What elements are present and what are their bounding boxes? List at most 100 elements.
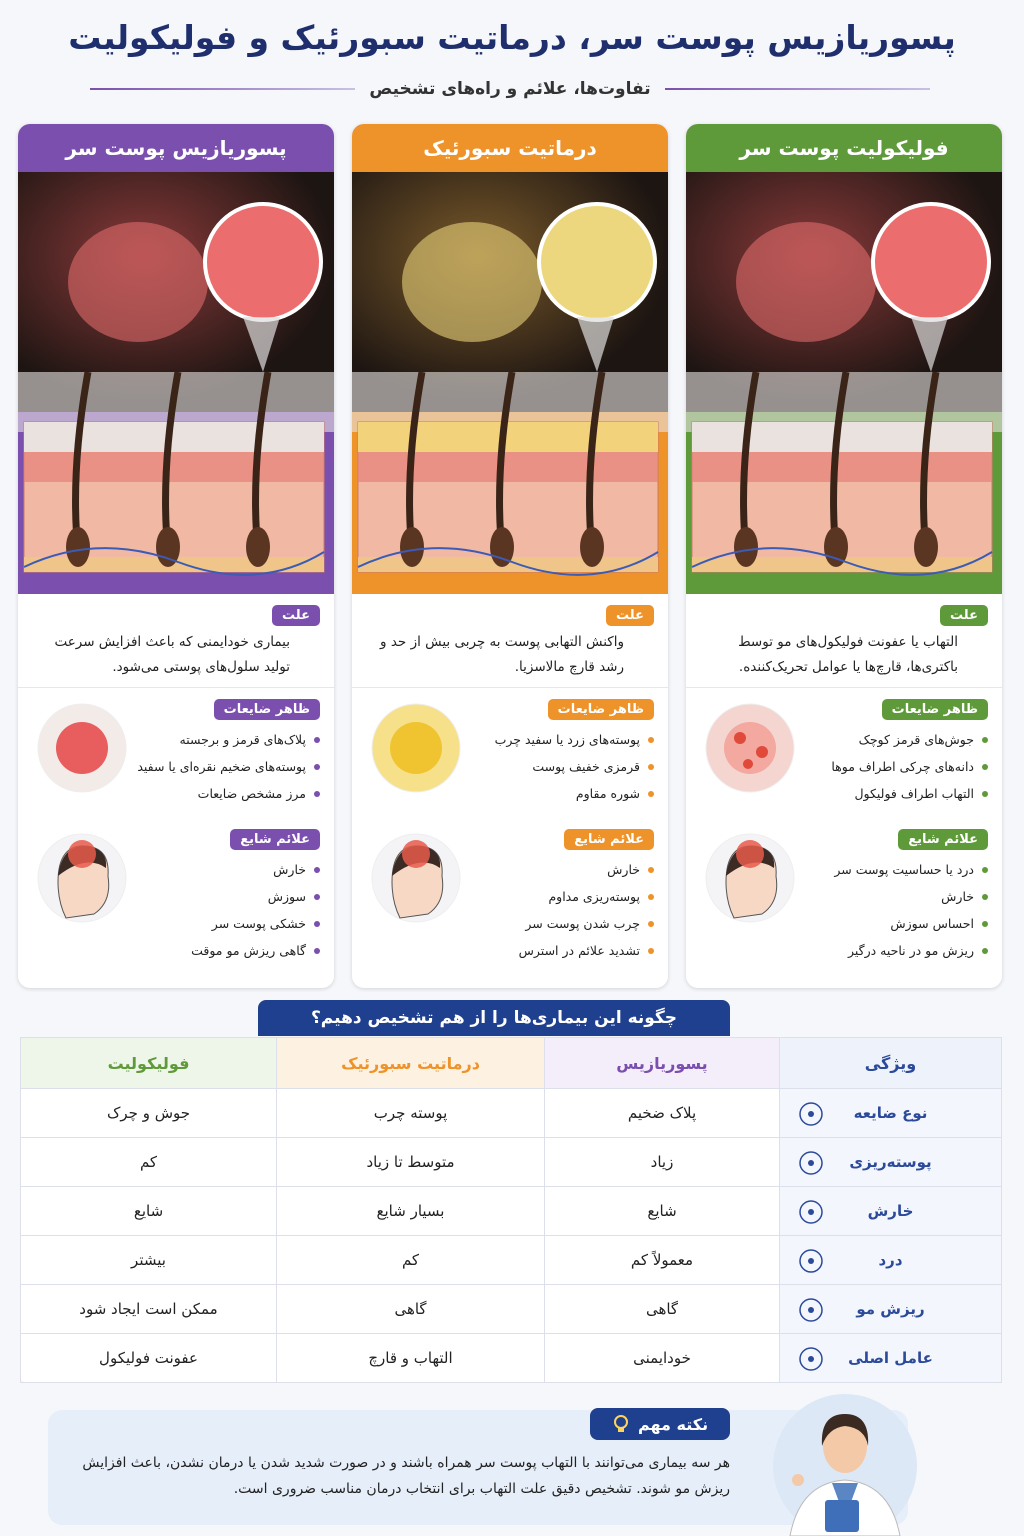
- cell-text: التهاب و قارچ: [368, 1349, 453, 1367]
- cause-text: التهاب یا عفونت فولیکول‌های مو توسط باکت…: [738, 634, 958, 675]
- symptoms-item: خارش: [464, 856, 654, 883]
- cell-text: معمولاً کم: [630, 1251, 694, 1269]
- note-box: [48, 1410, 908, 1525]
- lesions-list: پلاک‌های قرمز و برجسته پوسته‌های ضخیم نقر…: [130, 726, 320, 807]
- table-row: عامل اصلی خودایمنی التهاب و قارچ عفونت فولی…: [20, 1333, 1002, 1383]
- bulb-icon: [613, 1415, 628, 1432]
- subtitle: تفاوت‌ها، علائم و راه‌های تشخیص: [369, 79, 651, 99]
- scalp-illustration: [18, 172, 334, 594]
- table-row: نوع ضایعه پلاک ضخیم پوسته چرب جوش و چرک: [20, 1088, 1002, 1138]
- symptoms-list: درد یا حساسیت پوست سر خارش احساس سوزش ریزش …: [798, 856, 988, 964]
- cell-text: زیاد: [650, 1153, 674, 1171]
- card-header: فولیکولیت پوست سر: [686, 124, 1002, 172]
- cell-text: متوسط تا زیاد: [366, 1153, 455, 1171]
- table-cell: معمولاً کم: [544, 1235, 780, 1285]
- lesions-badge: ظاهر ضایعات: [213, 699, 320, 720]
- lesions-thumb: [371, 703, 461, 793]
- lesions-item: قرمزی خفیف پوست: [464, 753, 654, 780]
- feature-cell: ریزش مو: [779, 1284, 1002, 1334]
- cell-text: گاهی: [394, 1300, 427, 1318]
- note-text: هر سه بیماری می‌توانند با التهاب پوست سر…: [82, 1455, 730, 1497]
- lesions-item: التهاب اطراف فولیکول: [798, 780, 988, 807]
- cause-section: علت بیماری خودایمنی که باعث افزایش سرعت ت…: [18, 594, 334, 688]
- lesions-list: جوش‌های قرمز کوچک دانه‌های چرکی اطراف موه…: [798, 726, 988, 807]
- cell-text: گاهی: [645, 1300, 679, 1318]
- symptoms-item: تشدید علائم در استرس: [464, 937, 654, 964]
- table-cell: خودایمنی: [544, 1333, 780, 1383]
- symptoms-badge: علائم شایع: [564, 829, 654, 850]
- table-cell: عفونت فولیکول: [20, 1333, 277, 1383]
- symptoms-item: درد یا حساسیت پوست سر: [798, 856, 988, 883]
- symptoms-section: علائم شایع خارش پوسته‌ریزی مداوم چرب شدن پو…: [352, 818, 668, 968]
- table-cell: پوسته چرب: [276, 1088, 545, 1138]
- cause-badge: علت: [940, 605, 988, 626]
- cause-text: بیماری خودایمنی که باعث افزایش سرعت تولی…: [54, 634, 290, 675]
- cause-badge: علت: [272, 605, 320, 626]
- rule: [89, 88, 356, 90]
- cell-text: شایع: [133, 1202, 164, 1220]
- lesions-thumb: [705, 703, 795, 793]
- symptoms-thumb: [37, 833, 127, 923]
- symptoms-item: خارش: [130, 856, 320, 883]
- table-cell: ممکن است ایجاد شود: [20, 1284, 277, 1334]
- table-title: چگونه این بیماری‌ها را از هم تشخیص دهیم؟: [258, 1000, 730, 1036]
- lesions-item: پلاک‌های قرمز و برجسته: [130, 726, 320, 753]
- symptoms-item: خارش: [798, 883, 988, 910]
- table-header-cell: فولیکولیت: [20, 1037, 277, 1089]
- cell-text: کم: [401, 1251, 420, 1269]
- card-header: پسوریازیس پوست سر: [18, 124, 334, 172]
- table-header-cell: ویژگی: [779, 1037, 1002, 1089]
- feature-icon: [799, 1151, 823, 1175]
- cause-section: علت التهاب یا عفونت فولیکول‌های مو توسط ب…: [686, 594, 1002, 688]
- scalp-illustration: [352, 172, 668, 594]
- lesions-list: پوسته‌های زرد یا سفید چرب قرمزی خفیف پوست…: [464, 726, 654, 807]
- table-cell: گاهی: [276, 1284, 545, 1334]
- table-row: پوسته‌ریزی زیاد متوسط تا زیاد کم: [20, 1137, 1002, 1187]
- note-title: نکته مهم: [637, 1414, 709, 1434]
- feature-text: ریزش مو: [856, 1300, 925, 1318]
- cell-text: ممکن است ایجاد شود: [79, 1300, 218, 1318]
- lesions-badge: ظاهر ضایعات: [547, 699, 654, 720]
- table-cell: پلاک ضخیم: [544, 1088, 780, 1138]
- columns: فولیکولیت پوست سر علت التهاب یا عفونت فول…: [18, 124, 1002, 988]
- table-cell: شایع: [20, 1186, 277, 1236]
- lesions-item: پوسته‌های ضخیم نقره‌ای یا سفید: [130, 753, 320, 780]
- note-title-pill: نکته مهم: [590, 1408, 730, 1440]
- feature-cell: عامل اصلی: [779, 1333, 1002, 1383]
- cause-badge: علت: [606, 605, 654, 626]
- scalp-illustration: [686, 172, 1002, 594]
- lesions-item: پوسته‌های زرد یا سفید چرب: [464, 726, 654, 753]
- feature-icon: [799, 1200, 823, 1224]
- table-cell: کم: [20, 1137, 277, 1187]
- table-row: ریزش مو گاهی گاهی ممکن است ایجاد شود: [20, 1284, 1002, 1334]
- table-cell: کم: [276, 1235, 545, 1285]
- symptoms-item: پوسته‌ریزی مداوم: [464, 883, 654, 910]
- cell-text: کم: [139, 1153, 158, 1171]
- table-row: خارش شایع بسیار شایع شایع: [20, 1186, 1002, 1236]
- lesions-item: جوش‌های قرمز کوچک: [798, 726, 988, 753]
- table-header-cell: درماتیت سبورئیک: [276, 1037, 545, 1089]
- table-cell: زیاد: [544, 1137, 780, 1187]
- feature-cell: نوع ضایعه: [779, 1088, 1002, 1138]
- lesions-item: مرز مشخص ضایعات: [130, 780, 320, 807]
- card-header: درماتیت سبورئیک: [352, 124, 668, 172]
- symptoms-section: علائم شایع درد یا حساسیت پوست سر خارش احساس…: [686, 818, 1002, 968]
- lesions-badge: ظاهر ضایعات: [881, 699, 988, 720]
- symptoms-item: سوزش: [130, 883, 320, 910]
- symptoms-badge: علائم شایع: [898, 829, 988, 850]
- cell-text: پلاک ضخیم: [627, 1104, 697, 1122]
- disease-card: فولیکولیت پوست سر علت التهاب یا عفونت فول…: [686, 124, 1002, 988]
- symptoms-item: ریزش مو در ناحیه درگیر: [798, 937, 988, 964]
- symptoms-item: خشکی پوست سر: [130, 910, 320, 937]
- lesions-thumb: [37, 703, 127, 793]
- table-row: درد معمولاً کم کم بیشتر: [20, 1235, 1002, 1285]
- table-cell: گاهی: [544, 1284, 780, 1334]
- comparison-table: ویژگی پسوریازیس درماتیت سبورئیک فولیکولیت نو…: [20, 1037, 1002, 1383]
- symptoms-section: علائم شایع خارش سوزش خشکی پوست سر گاهی ریزش …: [18, 818, 334, 968]
- feature-text: درد: [878, 1251, 903, 1269]
- cell-text: بسیار شایع: [376, 1202, 445, 1220]
- table-cell: شایع: [544, 1186, 780, 1236]
- lesions-item: شوره مقاوم: [464, 780, 654, 807]
- cell-text: عفونت فولیکول: [99, 1349, 198, 1367]
- lesions-section: ظاهر ضایعات پوسته‌های زرد یا سفید چرب قرمز…: [352, 688, 668, 818]
